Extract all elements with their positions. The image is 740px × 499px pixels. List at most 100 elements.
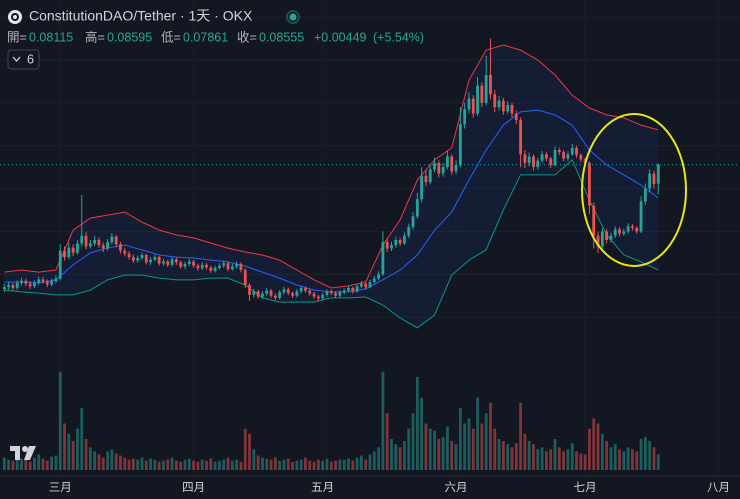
volume-bar (497, 439, 501, 470)
candle-body (415, 199, 419, 217)
candle-body (437, 162, 441, 174)
volume-bar (213, 461, 217, 470)
volume-bar (463, 423, 467, 470)
candle-body (162, 261, 165, 264)
volume-bar (639, 439, 643, 470)
volume-bar (377, 447, 381, 470)
volume-bar (652, 447, 656, 470)
candle-body (230, 266, 234, 270)
volume-bar (273, 457, 277, 470)
candle-body (355, 286, 359, 292)
candle-body (338, 292, 342, 296)
candle-body (639, 201, 643, 232)
candle-body (381, 242, 385, 275)
volume-bar (269, 459, 273, 470)
candle-body (174, 259, 178, 263)
volume-bar (480, 423, 484, 470)
volume-bar (437, 439, 441, 470)
candle-body (299, 288, 303, 292)
volume-bar (355, 457, 359, 470)
candle-body (605, 231, 609, 240)
volume-bar (403, 441, 406, 470)
candle-body (359, 283, 363, 287)
volume-bar (321, 460, 325, 470)
volume-bar (265, 458, 269, 470)
candle-body (347, 288, 350, 291)
candle-body (7, 285, 11, 288)
candle-body (321, 294, 325, 299)
candle-body (656, 164, 660, 184)
indicator-count: 6 (27, 52, 34, 66)
candle-body (312, 293, 316, 297)
high-label: 高= (85, 29, 105, 44)
volume-bar (648, 441, 652, 470)
volume-bar (123, 457, 127, 470)
candle-body (613, 229, 617, 236)
candle-body (385, 242, 389, 249)
candle-body (45, 281, 49, 285)
volume-bar (359, 455, 363, 470)
x-tick-label: 七月 (574, 481, 597, 494)
candle-body (33, 282, 36, 287)
candle-body (643, 188, 647, 202)
volume-bar (41, 458, 45, 470)
volume-bar (557, 447, 561, 470)
candle-body (325, 291, 329, 295)
candle-body (622, 231, 626, 234)
open-label: 開= (7, 30, 27, 44)
candle-body (368, 282, 372, 288)
candle-body (364, 283, 368, 288)
volume-bar (24, 459, 28, 470)
volume-bar (622, 451, 626, 470)
candle-body (166, 261, 170, 265)
candle-body (596, 235, 600, 247)
candle-body (553, 150, 557, 165)
candle-body (278, 292, 282, 298)
volume-bar (243, 428, 247, 470)
volume-bar (631, 449, 634, 470)
volume-bar (424, 423, 428, 470)
volume-bar (428, 428, 432, 470)
candle-body (252, 291, 256, 295)
candle-body (127, 253, 131, 258)
volume-bar (54, 455, 58, 470)
indicator-toggle[interactable]: 6 (7, 49, 40, 70)
volume-bar (390, 439, 393, 470)
candle-body (209, 267, 213, 271)
candle-body (609, 235, 613, 240)
candle-body (316, 296, 320, 299)
candle-body (248, 285, 251, 295)
candle-body (58, 250, 62, 279)
candle-body (63, 250, 66, 258)
volume-bar (295, 460, 299, 470)
volume-bar (205, 460, 208, 470)
volume-bar (316, 459, 320, 470)
volume-bar (209, 458, 213, 470)
volume-bar (325, 458, 329, 470)
candle-body (579, 155, 583, 160)
volume-bar (88, 447, 92, 470)
volume-bar (226, 457, 230, 470)
candle-body (157, 257, 161, 264)
toggle-box[interactable] (7, 49, 40, 70)
volume-bar (338, 459, 342, 470)
candle-body (76, 243, 79, 253)
volume-bar (527, 441, 531, 470)
volume-bar (544, 451, 548, 470)
volume-bar (458, 408, 462, 470)
volume-bar (510, 447, 514, 470)
volume-bar (570, 443, 574, 470)
candle-body (239, 264, 243, 270)
volume-bar (579, 453, 583, 470)
volume-bar (162, 460, 165, 470)
x-tick-label: 八月 (707, 482, 730, 494)
volume-bar (149, 458, 152, 470)
candle-body (256, 291, 260, 297)
volume-bar (239, 461, 243, 470)
volume-bar (575, 451, 578, 470)
candle-body (295, 291, 299, 296)
candle-body (536, 160, 540, 168)
candle-body (454, 165, 458, 172)
